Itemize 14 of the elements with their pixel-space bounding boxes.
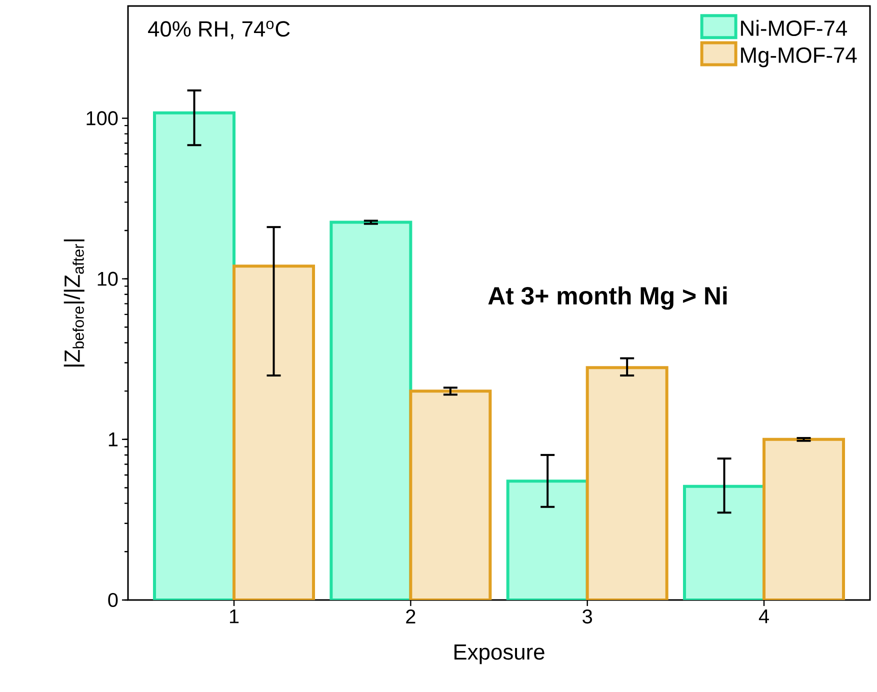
x-tick-label: 3 [582,609,592,624]
y-tick-label: 10 [98,272,118,286]
x-axis-title: Exposure [454,644,544,664]
annotation: 40% RH, 74$^{o}$C [148,20,290,40]
y-axis-title: |Z$_{before}$|/|Z$_{after}$| [64,240,84,366]
x-tick-label: 1 [230,609,239,624]
y-tick-label: 100 [86,111,118,126]
legend-label: Ni-MOF-74 [741,20,848,36]
annotation: At 3+ month Mg > Ni [488,286,727,310]
y-tick-label: 1 [108,432,118,446]
legend-label: Mg-MOF-74 [741,47,857,68]
x-tick-label: 2 [406,609,416,624]
y-tick-label: 0 [108,592,118,608]
x-tick-label: 4 [758,609,769,624]
